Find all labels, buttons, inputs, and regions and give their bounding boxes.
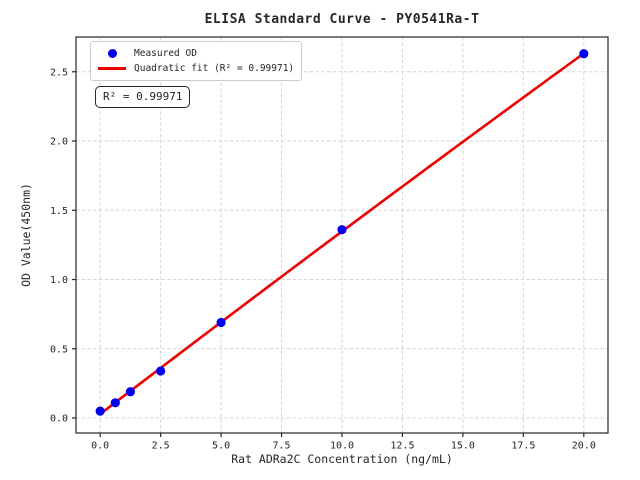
legend-measured-od-label: Measured OD — [134, 48, 197, 59]
y-tick-label: 0.0 — [50, 414, 68, 425]
y-axis-label: OD Value(450nm) — [19, 183, 33, 287]
legend-swatch — [95, 49, 129, 58]
x-axis-label: Rat ADRa2C Concentration (ng/mL) — [231, 452, 453, 466]
y-tick-label: 2.5 — [50, 67, 68, 78]
legend-item-measured-od: Measured OD — [95, 46, 295, 61]
legend-item-quadratic-fit: Quadratic fit (R² = 0.99971) — [95, 61, 295, 76]
x-tick-label: 12.5 — [390, 441, 414, 452]
data-point — [125, 387, 136, 397]
x-tick-label: 5.0 — [212, 441, 230, 452]
data-point — [156, 366, 166, 376]
x-tick-label: 0.0 — [91, 441, 109, 452]
y-tick-label: 1.5 — [50, 206, 68, 217]
r-squared-annotation: R² = 0.99971 — [95, 86, 191, 108]
y-tick-label: 2.0 — [50, 137, 68, 148]
chart-title: ELISA Standard Curve - PY0541Ra-T — [204, 12, 480, 27]
data-point — [216, 317, 226, 328]
quadratic-fit-line-icon — [98, 67, 126, 70]
x-tick-label: 17.5 — [511, 441, 535, 452]
x-tick-label: 20.0 — [572, 441, 596, 452]
y-tick-label: 1.0 — [50, 275, 68, 286]
x-tick-label: 15.0 — [451, 441, 475, 452]
data-point — [110, 398, 120, 408]
x-tick-label: 10.0 — [330, 441, 354, 452]
legend-swatch — [95, 67, 129, 70]
data-point — [95, 406, 105, 416]
legend: Measured OD Quadratic fit (R² = 0.99971) — [90, 41, 302, 81]
x-tick-label: 7.5 — [273, 441, 291, 452]
legend-quadratic-fit-label: Quadratic fit (R² = 0.99971) — [134, 63, 295, 74]
y-tick-label: 0.5 — [50, 344, 68, 355]
x-tick-label: 2.5 — [152, 441, 170, 452]
data-point — [337, 225, 347, 235]
data-point — [579, 49, 589, 59]
measured-od-marker-icon — [107, 49, 117, 58]
